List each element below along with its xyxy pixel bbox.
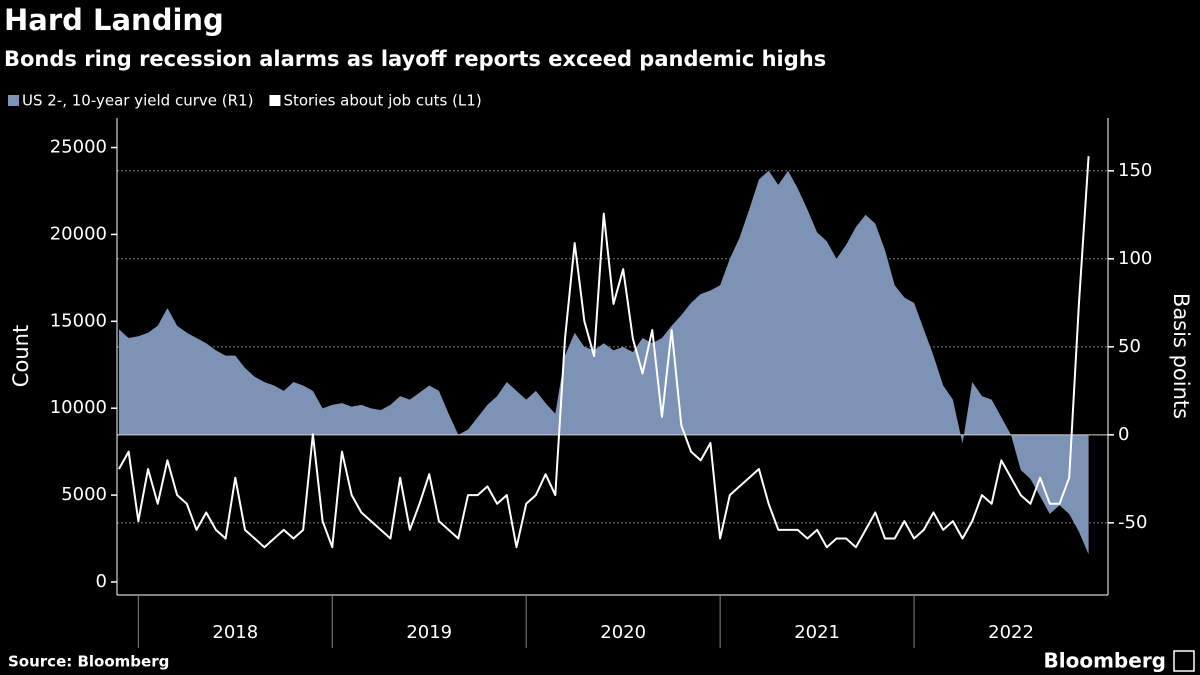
- brand-icon: [1173, 650, 1195, 672]
- y2-tick-label: 50: [1118, 336, 1141, 357]
- chart-subtitle: Bonds ring recession alarms as layoff re…: [4, 47, 826, 71]
- legend-swatch: [269, 95, 281, 106]
- x-tick-label: 2022: [988, 622, 1034, 643]
- y-tick-label: 20000: [50, 223, 107, 244]
- y2-tick-label: 0: [1118, 424, 1129, 445]
- y-tick-label: 10000: [50, 397, 107, 418]
- y2-axis-title: Basis points: [1169, 293, 1193, 419]
- legend-label: US 2-, 10-year yield curve (R1): [22, 92, 253, 110]
- y2-tick-label: 100: [1118, 248, 1152, 269]
- y2-tick-label: -50: [1118, 512, 1147, 533]
- x-tick-label: 2021: [794, 622, 840, 643]
- legend-swatch: [8, 95, 19, 106]
- chart-title: Hard Landing: [4, 3, 224, 37]
- y-tick-label: 5000: [61, 484, 107, 505]
- y2-tick-label: 150: [1118, 160, 1152, 181]
- x-tick-label: 2019: [406, 622, 452, 643]
- y-tick-label: 15000: [50, 310, 107, 331]
- y-tick-label: 0: [96, 571, 107, 592]
- line: [118, 156, 1090, 549]
- source-note: Source: Bloomberg: [8, 653, 169, 671]
- area: [118, 170, 1089, 555]
- y-tick-label: 25000: [50, 137, 107, 158]
- x-tick-label: 2020: [600, 622, 646, 643]
- x-tick-label: 2018: [212, 622, 258, 643]
- brand-logo: Bloomberg: [1044, 649, 1166, 673]
- y-axis-title: Count: [9, 325, 33, 387]
- legend-label: Stories about job cuts (L1): [283, 92, 481, 110]
